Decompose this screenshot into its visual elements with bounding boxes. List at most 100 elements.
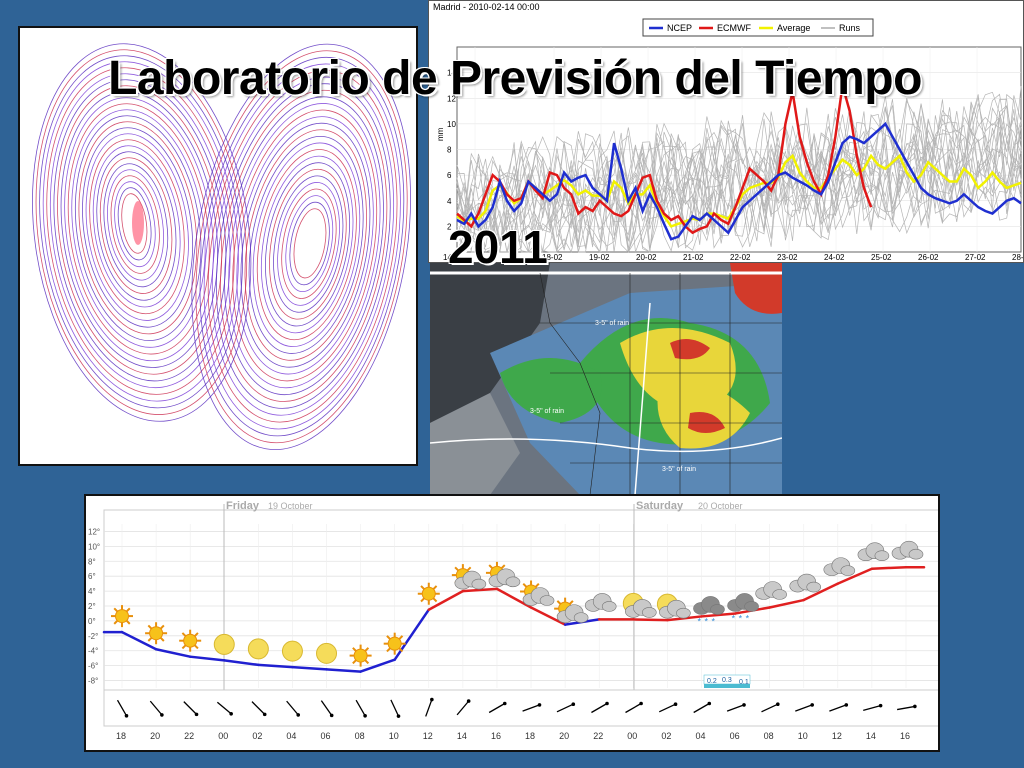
hour-label: 02 bbox=[252, 731, 262, 741]
moon-cloud-icon bbox=[622, 592, 657, 618]
ensemble-ytick-label: 12 bbox=[447, 94, 456, 103]
wind-arrow-icon bbox=[355, 699, 367, 718]
cloud-icon bbox=[755, 581, 787, 600]
wind-arrow-icon bbox=[251, 701, 267, 717]
meteogram-svg: Friday 19 October Saturday 20 October 12… bbox=[88, 500, 938, 741]
temperature-tick-label: -8° bbox=[88, 677, 98, 686]
hour-label: 18 bbox=[116, 731, 126, 741]
ensemble-header: Madrid - 2010-02-14 00:00 bbox=[433, 2, 540, 12]
hour-label: 12 bbox=[832, 731, 842, 741]
temperature-line-segment bbox=[257, 663, 294, 669]
temperature-line-segment bbox=[870, 565, 908, 570]
precip-value: 0.1 bbox=[739, 679, 749, 686]
temperature-line-segment bbox=[188, 655, 226, 662]
wind-arrow-icon bbox=[625, 701, 643, 714]
date-label-friday: 19 October bbox=[268, 501, 313, 511]
hour-label: 20 bbox=[559, 731, 569, 741]
ensemble-xtick-label: 26-02 bbox=[918, 253, 939, 262]
precipitation-bars: 0.2 0.3 0.1 bbox=[703, 674, 751, 688]
ensemble-ytick-label: 14 bbox=[447, 69, 456, 78]
ensemble-xtick-label: 21-02 bbox=[683, 253, 704, 262]
cloud-icon bbox=[584, 593, 617, 612]
hour-label: 06 bbox=[321, 731, 331, 741]
precip-value: 0.3 bbox=[722, 677, 732, 684]
ensemble-forecast-chart: Madrid - 2010-02-14 00:00 14 12 10 8 6 4 2 mm … bbox=[428, 0, 1024, 263]
temperature-line-segment bbox=[120, 630, 158, 651]
sun-icon bbox=[179, 629, 202, 652]
ensemble-xtick-label: 18-02 bbox=[542, 253, 563, 262]
ensemble-xtick-label: 14- bbox=[443, 253, 455, 262]
sun-icon bbox=[111, 605, 133, 628]
wind-arrow-icon bbox=[897, 704, 917, 711]
radar-label-rain: 3-5" of rain bbox=[530, 408, 564, 415]
ensemble-xtick-label: 28-02 bbox=[1012, 253, 1024, 262]
moon-icon bbox=[247, 638, 269, 660]
wind-arrow-icon bbox=[863, 703, 883, 711]
hour-label: 10 bbox=[798, 731, 808, 741]
svg-text:*: * bbox=[697, 616, 701, 626]
hour-label: 18 bbox=[525, 731, 535, 741]
sun-icon bbox=[349, 644, 372, 667]
svg-text:*: * bbox=[739, 613, 743, 623]
snow-cloud-icon: * * * bbox=[727, 593, 759, 623]
hour-label: 12 bbox=[423, 731, 433, 741]
temperature-line-segment bbox=[768, 598, 805, 609]
hour-label: 04 bbox=[695, 731, 705, 741]
moon-icon bbox=[213, 633, 235, 655]
hour-label: 16 bbox=[900, 731, 910, 741]
wind-arrow-icon bbox=[286, 700, 301, 717]
temperature-tick-label: 8° bbox=[88, 557, 96, 566]
hour-label: 22 bbox=[593, 731, 603, 741]
temperature-tick-label: -6° bbox=[88, 662, 98, 671]
legend-ncep: NCEP bbox=[667, 23, 692, 33]
slide-title: Laboratorio de Previsión del Tiempo bbox=[108, 52, 922, 105]
temperature-line-segment bbox=[359, 658, 396, 673]
hour-label: 04 bbox=[286, 731, 296, 741]
temperature-line-segment bbox=[427, 589, 465, 611]
temperature-line-segment bbox=[291, 665, 328, 671]
ensemble-xtick-label: 25-02 bbox=[871, 253, 892, 262]
hour-label: 14 bbox=[457, 731, 467, 741]
hour-label: 16 bbox=[491, 731, 501, 741]
wind-arrow-icon bbox=[320, 700, 334, 718]
svg-text:*: * bbox=[704, 616, 708, 626]
temperature-line-segment bbox=[495, 587, 533, 609]
ensemble-legend: NCEP ECMWF Average Runs bbox=[642, 18, 874, 37]
wind-arrow-icon bbox=[726, 703, 746, 712]
sun-cloud-icon bbox=[485, 561, 521, 588]
wind-arrow-icon bbox=[522, 703, 542, 712]
wind-arrow-icon bbox=[390, 699, 401, 718]
svg-text:*: * bbox=[732, 613, 736, 623]
ensemble-xtick-label: 24-02 bbox=[824, 253, 845, 262]
wind-arrow-icon bbox=[149, 700, 164, 717]
wind-arrow-icon bbox=[795, 703, 814, 712]
wind-arrow-icon bbox=[116, 699, 129, 718]
radar-label-rain: 3-5" of rain bbox=[595, 320, 629, 327]
moon-icon bbox=[281, 640, 303, 662]
temperature-tick-label: 12° bbox=[88, 527, 100, 536]
wind-arrow-icon bbox=[216, 701, 233, 716]
sun-icon bbox=[145, 622, 168, 645]
cloud-icon bbox=[789, 573, 822, 593]
ensemble-xtick-label: 23-02 bbox=[777, 253, 798, 262]
sun-cloud-icon bbox=[520, 580, 555, 606]
wind-arrow-icon bbox=[829, 703, 849, 712]
snow-cloud-icon: * * * bbox=[693, 596, 725, 626]
temperature-tick-label: -4° bbox=[88, 647, 98, 656]
cloud-icon bbox=[891, 540, 924, 560]
hour-label: 22 bbox=[184, 731, 194, 741]
meteogram-chart: Friday 19 October Saturday 20 October 12… bbox=[84, 494, 940, 752]
radar-precipitation-map: 3-5" of rain 3-5" of rain 3-5" of rain bbox=[430, 263, 782, 495]
hour-label: 00 bbox=[218, 731, 228, 741]
ensemble-xtick-label: 19-02 bbox=[589, 253, 610, 262]
wind-arrow-icon bbox=[488, 701, 507, 714]
lorenz-attractor-image bbox=[18, 26, 418, 466]
temperature-line-segment bbox=[325, 668, 362, 673]
ensemble-ytick-label: 4 bbox=[447, 197, 452, 206]
svg-text:*: * bbox=[711, 616, 715, 626]
hour-label: 02 bbox=[661, 731, 671, 741]
day-label-saturday: Saturday bbox=[636, 500, 684, 512]
wind-arrow-icon bbox=[556, 702, 576, 713]
hour-label: 06 bbox=[730, 731, 740, 741]
sun-cloud-icon bbox=[554, 597, 589, 623]
